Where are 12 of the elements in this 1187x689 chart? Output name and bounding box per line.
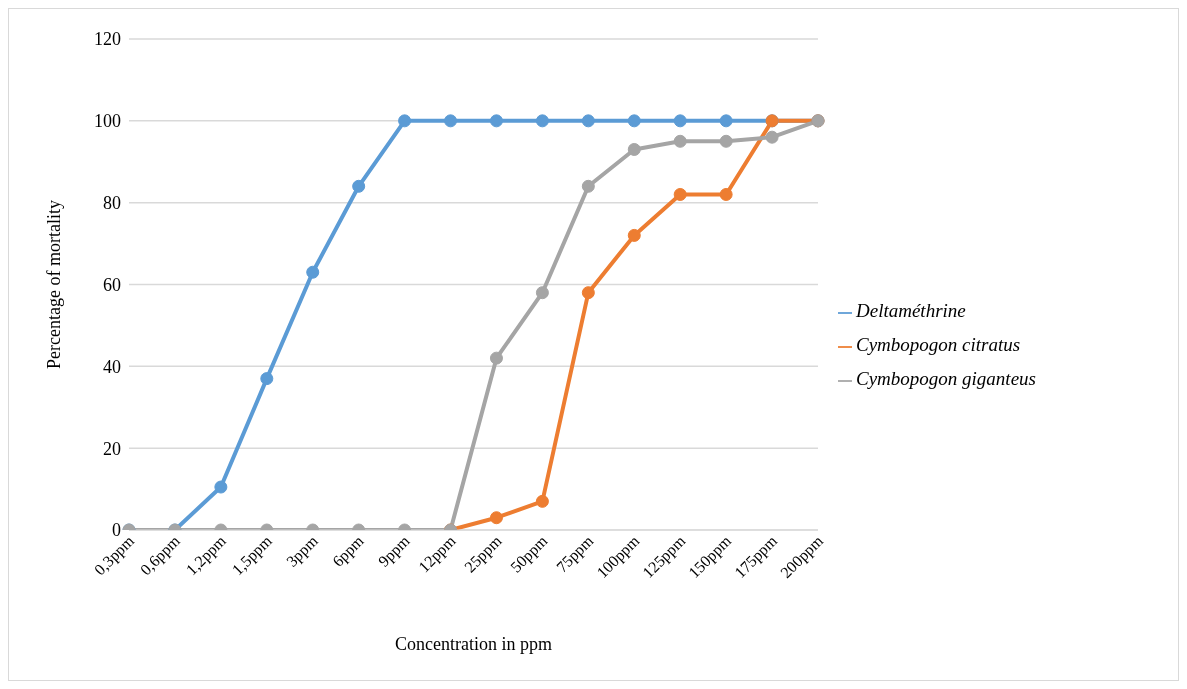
legend-label: Cymbopogon citratus xyxy=(856,333,1021,355)
y-tick-label: 60 xyxy=(103,274,121,295)
x-axis-title: Concentration in ppm xyxy=(395,634,552,654)
y-tick-label: 0 xyxy=(112,520,121,541)
legend-label: Deltaméthrine xyxy=(856,299,966,321)
y-tick-label: 20 xyxy=(103,438,121,459)
y-tick-label: 80 xyxy=(103,193,121,214)
y-tick-label: 100 xyxy=(94,111,121,132)
y-axis-title: Percentage of mortality xyxy=(44,200,65,369)
legend-label: Cymbopogon giganteus xyxy=(856,367,1036,389)
y-tick-label: 120 xyxy=(94,29,121,50)
y-tick-label: 40 xyxy=(103,356,121,377)
